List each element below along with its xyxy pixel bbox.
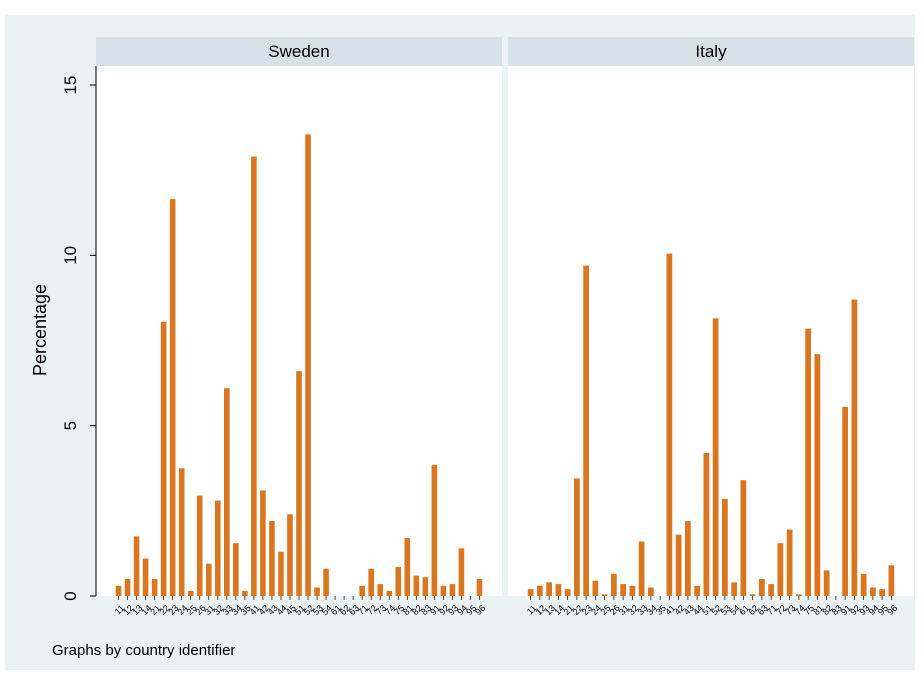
bar-italy-81	[814, 354, 821, 596]
panel-title: Sweden	[268, 42, 329, 61]
bar-italy-52	[712, 318, 719, 596]
bar-italy-93	[860, 573, 867, 596]
bar-italy-94	[870, 587, 876, 596]
bar-italy-75	[805, 328, 811, 596]
bar-sweden-12	[124, 578, 131, 596]
y-tick-label: 5	[61, 421, 80, 430]
bar-sweden-11	[115, 585, 122, 596]
bar-sweden-75	[395, 567, 402, 596]
bar-italy-61	[740, 480, 747, 596]
bar-sweden-13	[133, 536, 140, 596]
bar-sweden-73	[377, 584, 384, 596]
bar-sweden-92	[440, 585, 447, 596]
y-tick-label: 15	[61, 76, 80, 95]
bar-italy-22	[574, 478, 580, 596]
bar-sweden-71	[359, 585, 365, 596]
bar-sweden-25	[187, 590, 194, 596]
bar-sweden-35	[242, 590, 248, 596]
bar-sweden-74	[386, 590, 393, 596]
chart-note: Graphs by country identifier	[52, 642, 235, 659]
bar-italy-53	[722, 498, 728, 596]
bar-italy-41	[666, 253, 673, 596]
bar-italy-13	[546, 582, 552, 596]
panel-header	[96, 37, 502, 66]
bar-sweden-34	[233, 543, 239, 596]
bar-sweden-72	[368, 568, 374, 596]
bar-sweden-93	[449, 584, 456, 596]
bar-italy-44	[694, 585, 700, 596]
bar-italy-26	[611, 573, 617, 596]
bar-italy-73	[786, 529, 793, 596]
y-axis-title: Percentage	[30, 284, 50, 376]
bar-sweden-22	[160, 321, 167, 596]
bar-italy-63	[759, 578, 765, 596]
bar-italy-42	[675, 534, 682, 596]
bar-sweden-33	[224, 388, 230, 596]
bar-italy-21	[564, 589, 571, 596]
bar-italy-51	[703, 452, 710, 596]
bar-italy-24	[592, 580, 599, 596]
bar-italy-14	[555, 584, 562, 596]
bar-italy-74	[796, 594, 802, 596]
bar-sweden-52	[305, 134, 311, 596]
panel-title: Italy	[695, 42, 727, 61]
bar-italy-33	[638, 541, 645, 596]
bar-italy-31	[620, 584, 626, 596]
bar-sweden-91	[431, 464, 438, 596]
bar-italy-72	[777, 543, 784, 596]
y-tick-label: 10	[61, 246, 80, 265]
bar-sweden-44	[278, 551, 284, 596]
bar-sweden-53	[314, 587, 320, 596]
bar-italy-92	[851, 299, 858, 596]
bar-italy-96	[888, 565, 895, 596]
bar-italy-71	[768, 584, 774, 596]
bar-sweden-21	[151, 578, 158, 596]
bar-italy-43	[685, 521, 691, 596]
panel-header	[508, 37, 914, 66]
bar-sweden-81	[404, 538, 411, 596]
bar-sweden-82	[413, 575, 420, 596]
bar-sweden-23	[169, 199, 176, 596]
bar-italy-32	[629, 585, 636, 596]
y-tick-label: 0	[61, 591, 80, 600]
bar-sweden-45	[287, 514, 293, 596]
bar-italy-25	[601, 594, 608, 596]
bar-sweden-24	[178, 468, 185, 596]
bar-sweden-14	[142, 558, 149, 596]
bar-sweden-54	[323, 568, 329, 596]
bar-sweden-43	[269, 521, 275, 596]
bar-sweden-94	[458, 548, 465, 596]
bar-italy-11	[527, 589, 534, 596]
bar-italy-23	[583, 265, 589, 596]
bar-italy-82	[823, 570, 830, 596]
bar-italy-12	[537, 585, 543, 596]
bar-sweden-32	[214, 500, 221, 596]
bar-italy-54	[731, 582, 737, 596]
bar-sweden-41	[251, 156, 257, 597]
bar-sweden-31	[205, 563, 212, 596]
bar-sweden-26	[196, 495, 203, 596]
bar-sweden-51	[296, 371, 302, 596]
bar-sweden-96	[476, 578, 483, 596]
bar-italy-91	[842, 406, 848, 596]
bar-italy-34	[648, 587, 654, 596]
bar-sweden-42	[260, 490, 266, 596]
bar-italy-95	[879, 589, 885, 596]
bar-italy-62	[749, 594, 756, 596]
bar-sweden-83	[422, 577, 429, 596]
